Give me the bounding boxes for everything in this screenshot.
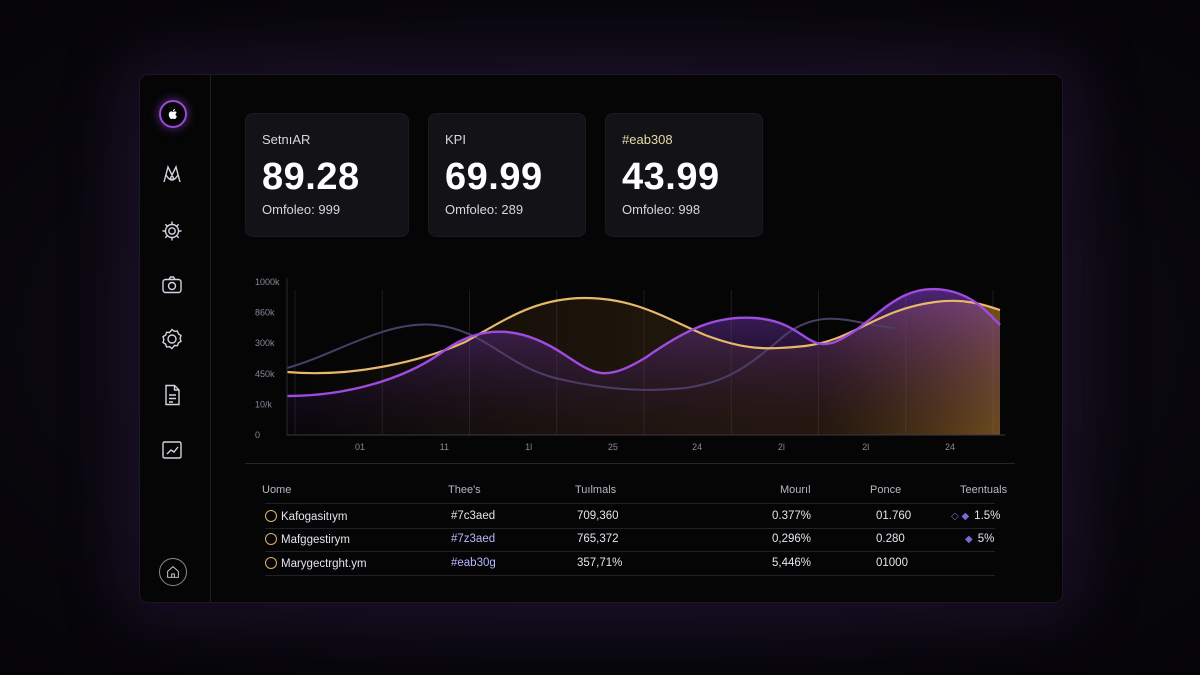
x-tick-label: 24 [692, 442, 702, 452]
row-trend-text: 1.5% [974, 510, 1001, 522]
kpi-subtext: Omfoleo: 998 [622, 202, 701, 217]
home-icon[interactable] [159, 558, 187, 586]
item-icon [265, 557, 277, 569]
area-chart: 1000k 860k 300k 450k 10/k 0 01 11 1l 25 24 2l 2l 24 [255, 277, 1005, 452]
kpi-label: SetnıAR [262, 132, 311, 147]
kpi-value: 69.99 [445, 156, 543, 198]
kpi-label: #eab308 [622, 132, 673, 147]
row-hex: #eab30g [451, 557, 496, 569]
row-hex: #7z3aed [451, 533, 496, 545]
brain-icon[interactable] [159, 162, 185, 188]
column-header[interactable]: Teentuals [960, 484, 1008, 496]
x-tick-label: 11 [440, 442, 449, 452]
row-name-text: Mafggestirym [281, 534, 351, 546]
column-header[interactable]: Thee's [448, 484, 481, 496]
purple-series-line [286, 287, 1001, 398]
camera-icon[interactable] [159, 272, 185, 298]
row-total: 357,71% [577, 557, 623, 569]
kpi-value: 43.99 [622, 156, 720, 198]
row-percent: 0,296% [772, 533, 812, 545]
table-row[interactable]: Kafogasitıym #7c3aed 709,360 0.377% 01.7… [265, 503, 1000, 529]
y-tick-label: 0 [255, 430, 260, 440]
x-tick-label: 1l [525, 442, 532, 452]
x-tick-label: 24 [945, 442, 955, 452]
row-value: 0.280 [876, 533, 905, 545]
dashboard-window: SetnıAR 89.28 Omfoleo: 999 KPI 69.99 Omf… [140, 75, 1062, 602]
trend-icon: ◆ [965, 534, 973, 545]
badge-icon[interactable] [159, 326, 185, 352]
gold-series-line [286, 296, 1001, 375]
y-tick-label: 1000k [255, 277, 280, 287]
column-header[interactable]: Tuılmals [575, 484, 617, 496]
apple-icon[interactable] [159, 100, 187, 128]
gear-icon[interactable] [159, 218, 185, 244]
row-trend: ◆ 5% [965, 533, 994, 545]
sidebar [140, 75, 211, 602]
x-tick-label: 01 [355, 442, 365, 452]
column-header[interactable]: Mourıl [780, 484, 811, 496]
table-row[interactable]: Marygectrght.ym #eab30g 357,71% 5,446% 0… [265, 551, 995, 576]
row-name-text: Kafogasitıym [281, 511, 348, 523]
x-tick-label: 2l [862, 442, 869, 452]
item-icon [265, 510, 277, 522]
trend-icon: ◇ ◆ [951, 511, 970, 522]
item-icon [265, 533, 277, 545]
y-tick-label: 450k [255, 369, 275, 379]
row-name: Marygectrght.ym [265, 557, 367, 570]
row-trend-text: 5% [977, 533, 995, 545]
row-name-text: Marygectrght.ym [281, 558, 367, 570]
document-icon[interactable] [159, 382, 185, 408]
column-header[interactable]: Uome [262, 484, 292, 496]
row-name: Mafggestirym [265, 533, 350, 546]
row-total: 709,360 [577, 510, 619, 522]
row-value: 01.760 [876, 510, 912, 522]
row-total: 765,372 [577, 533, 619, 545]
kpi-subtext: Omfoleo: 999 [262, 202, 341, 217]
row-trend: ◇ ◆ 1.5% [951, 510, 1000, 522]
purple-area [287, 289, 1000, 435]
column-header[interactable]: Ponce [870, 484, 902, 496]
row-value: 01000 [876, 557, 908, 569]
x-tick-label: 25 [608, 442, 618, 452]
y-tick-label: 10/k [255, 399, 273, 409]
kpi-card[interactable]: SetnıAR 89.28 Omfoleo: 999 [245, 113, 409, 237]
row-name: Kafogasitıym [265, 510, 347, 523]
kpi-label: KPI [445, 132, 466, 147]
y-tick-label: 860k [255, 308, 275, 318]
x-tick-label: 2l [778, 442, 785, 452]
row-percent: 0.377% [772, 510, 812, 522]
kpi-card[interactable]: #eab308 43.99 Omfoleo: 998 [605, 113, 763, 237]
row-hex: #7c3aed [451, 510, 496, 522]
muted-series-line [286, 317, 896, 391]
y-axis: 1000k 860k 300k 450k 10/k 0 [255, 277, 280, 440]
chart-icon[interactable] [159, 437, 185, 463]
kpi-value: 89.28 [262, 156, 360, 198]
y-tick-label: 300k [255, 338, 275, 348]
kpi-card[interactable]: KPI 69.99 Omfoleo: 289 [428, 113, 586, 237]
kpi-subtext: Omfoleo: 289 [445, 202, 524, 217]
x-axis: 01 11 1l 25 24 2l 2l 24 [355, 442, 955, 452]
row-percent: 5,446% [772, 557, 812, 569]
table-row[interactable]: Mafggestirym #7z3aed 765,372 0,296% 0.28… [265, 527, 995, 552]
table-header: Uome Thee's Tuılmals Mourıl Ponce Teentu… [245, 463, 1015, 496]
